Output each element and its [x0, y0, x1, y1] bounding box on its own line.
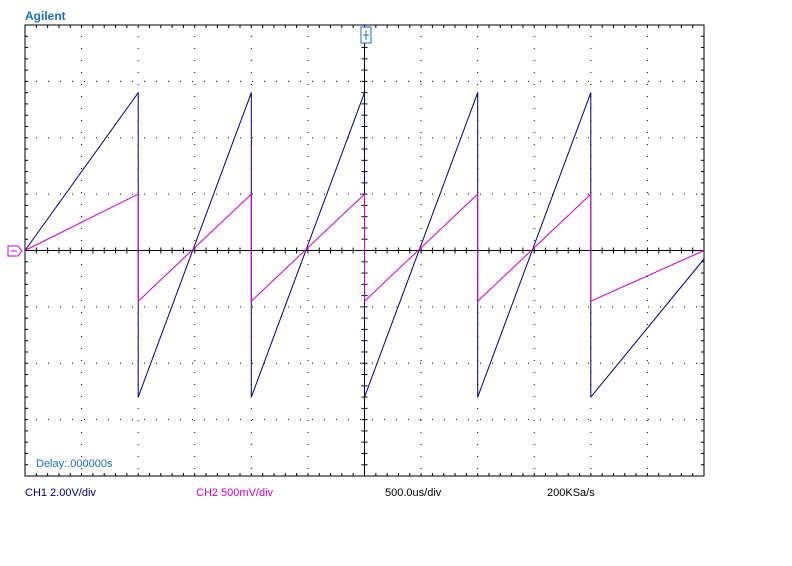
delay-readout: Delay:.000000s [36, 458, 113, 470]
waveform-traces [24, 92, 705, 398]
sample-rate-label: 200KSa/s [547, 487, 595, 499]
brand-logo: Agilent [25, 9, 66, 23]
ch1-scale-label: CH1 2.00V/div [25, 487, 96, 499]
ch2-waveform [24, 193, 705, 302]
trigger-position-icon[interactable] [360, 26, 372, 44]
ch2-scale-label: CH2 500mV/div [196, 487, 274, 499]
timebase-label: 500.0us/div [385, 487, 442, 499]
ground-reference-arrow-icon[interactable] [7, 245, 23, 257]
